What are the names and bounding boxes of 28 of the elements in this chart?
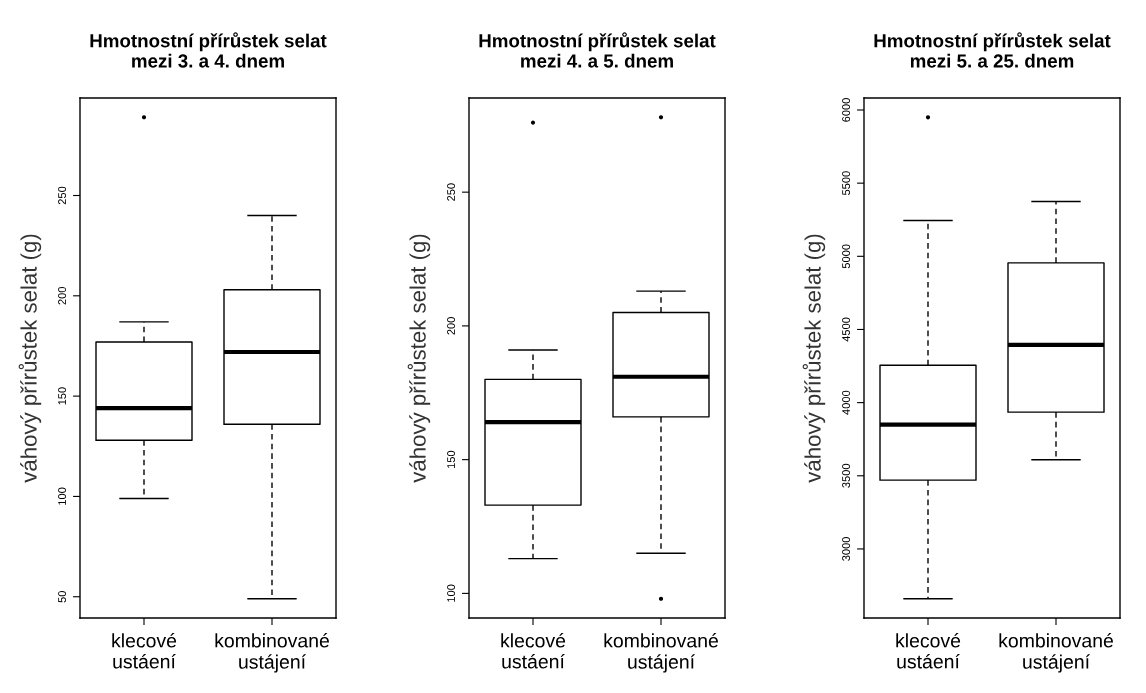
- x-tick-label: klecové ustáení: [896, 633, 961, 669]
- y-tick-label: 100: [447, 584, 455, 602]
- y-tick-label: 150: [58, 387, 66, 405]
- y-tick-label: 5000: [842, 244, 850, 269]
- y-axis-title: váhový přírůstek selat (g): [802, 234, 826, 483]
- x-tick-label: kombinované ustájení: [999, 633, 1113, 673]
- y-tick-label: 200: [58, 286, 66, 305]
- y-tick-label: 250: [447, 183, 455, 201]
- y-tick-label: 5500: [842, 171, 850, 196]
- y-tick-label: 250: [58, 186, 66, 205]
- y-tick-label: 150: [447, 450, 455, 469]
- y-tick-label: 3500: [842, 463, 850, 488]
- chart-title: Hmotnostní přírůstek selat mezi 3. a 4. dnem: [90, 32, 327, 68]
- y-axis-title: váhový přírůstek selat (g): [18, 234, 42, 483]
- y-axis-title: váhový přírůstek selat (g): [407, 234, 431, 483]
- y-tick-label: 200: [447, 317, 455, 335]
- chart-title: Hmotnostní přírůstek selat mezi 4. a 5. dnem: [479, 32, 716, 68]
- y-tick-label: 3000: [842, 537, 850, 561]
- y-tick-label: 4000: [842, 390, 850, 415]
- chart-title: Hmotnostní přírůstek selat mezi 5. a 25. dnem: [874, 32, 1111, 68]
- y-tick-label: 100: [58, 487, 66, 505]
- x-tick-label: klecové ustáení: [501, 633, 566, 669]
- x-tick-label: klecové ustáení: [112, 633, 177, 669]
- y-tick-label: 6000: [842, 98, 850, 122]
- x-tick-label: kombinované ustájení: [604, 633, 718, 673]
- x-tick-label: kombinované ustájení: [215, 633, 329, 673]
- y-tick-label: 50: [58, 590, 66, 603]
- y-tick-label: 4500: [842, 317, 850, 342]
